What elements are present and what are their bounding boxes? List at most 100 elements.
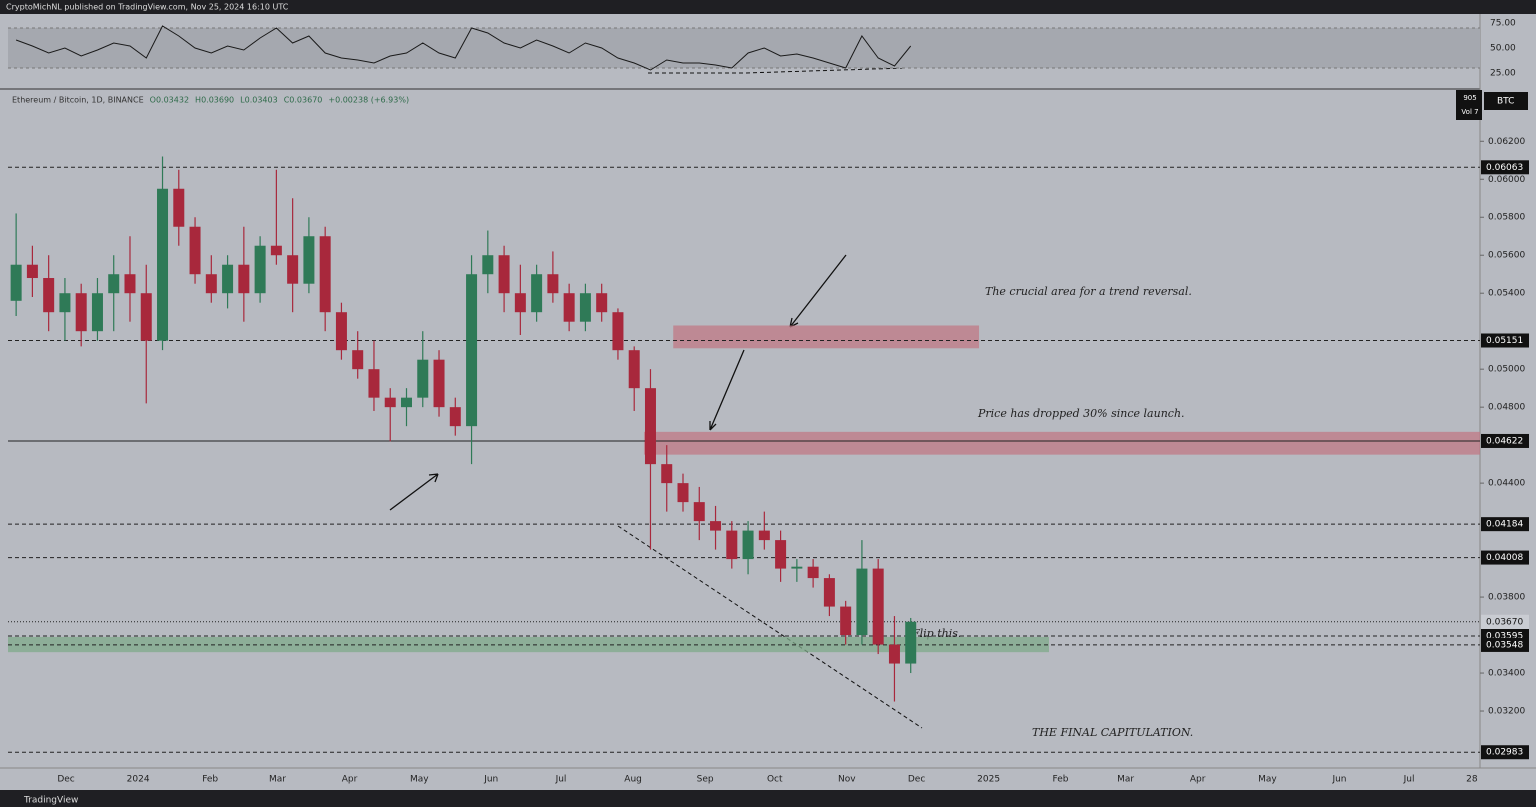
- rsi-divergence: [648, 67, 906, 74]
- candle-body: [91, 293, 103, 332]
- candle-body: [449, 407, 461, 427]
- candle-body: [661, 464, 673, 484]
- x-tick-label: 28: [1466, 775, 1478, 785]
- candle-body: [205, 274, 217, 294]
- legend-item: H0.03690: [195, 96, 234, 105]
- badge-bottom: Vol 7: [1461, 108, 1478, 116]
- level-label: 0.04622: [1486, 436, 1523, 446]
- y-tick-label: 0.05800: [1488, 213, 1525, 223]
- trend-line: [617, 525, 923, 729]
- candle-body: [417, 359, 429, 398]
- x-tick-label: 2024: [127, 775, 150, 785]
- rsi-tick-label: 50.00: [1490, 44, 1516, 54]
- x-tick-label: Jun: [1331, 775, 1346, 785]
- level-label: 0.03670: [1486, 617, 1523, 627]
- candle-body: [677, 483, 689, 503]
- level-box: [1481, 550, 1529, 565]
- top-bar: [0, 0, 1536, 14]
- x-tick-label: Jun: [483, 775, 498, 785]
- legend-item: C0.03670: [284, 96, 323, 105]
- currency-box: [1484, 92, 1528, 110]
- x-tick-label: Dec: [57, 775, 74, 785]
- candle-body: [254, 245, 266, 294]
- x-tick-label: May: [1258, 775, 1277, 785]
- candle-body: [140, 293, 152, 341]
- x-tick-label: Jul: [1403, 775, 1415, 785]
- candle-body: [612, 312, 624, 351]
- x-tick-label: Nov: [838, 775, 856, 785]
- legend-item: O0.03432: [150, 96, 189, 105]
- candle-body: [710, 521, 722, 531]
- zone: [643, 431, 1480, 455]
- candle-body: [75, 293, 87, 332]
- y-tick-label: 0.05600: [1488, 251, 1525, 261]
- y-tick-label: 0.06000: [1488, 175, 1525, 185]
- candle-body: [840, 606, 852, 636]
- currency: BTC: [1497, 97, 1514, 107]
- candle-body: [856, 568, 868, 636]
- legend-item: L0.03403: [240, 96, 278, 105]
- candle-body: [189, 226, 201, 275]
- candle-body: [498, 255, 510, 294]
- level-label: 0.02983: [1486, 748, 1523, 758]
- x-tick-label: Feb: [1053, 775, 1069, 785]
- candle-body: [775, 540, 787, 569]
- y-tick-label: 0.04800: [1488, 403, 1525, 413]
- candle-body: [173, 188, 185, 227]
- y-tick-label: 0.06200: [1488, 137, 1525, 147]
- candle-body: [514, 293, 526, 313]
- y-tick-label: 0.05400: [1488, 289, 1525, 299]
- x-tick-label: 2025: [977, 775, 1000, 785]
- candle-body: [59, 293, 71, 313]
- level-label: 0.06063: [1486, 163, 1523, 173]
- badge-top: 905: [1463, 94, 1476, 102]
- candle-body: [319, 236, 331, 313]
- arrow: [709, 349, 745, 431]
- y-tick-label: 0.04400: [1488, 479, 1525, 489]
- annotation: THE FINAL CAPITULATION.: [1032, 726, 1193, 739]
- x-tick-label: Sep: [697, 775, 714, 785]
- x-tick-label: Feb: [202, 775, 218, 785]
- y-tick-label: 0.03800: [1488, 593, 1525, 603]
- rsi-band: [8, 28, 1480, 68]
- level-box: [1481, 433, 1529, 448]
- candle-body: [726, 530, 738, 560]
- x-tick-label: May: [410, 775, 429, 785]
- level-label: 0.04008: [1486, 553, 1523, 563]
- candle-body: [531, 274, 543, 313]
- brand: TradingView: [23, 796, 78, 806]
- candle-body: [644, 388, 656, 465]
- candle-body: [157, 188, 169, 341]
- candle-body: [905, 621, 917, 664]
- annotation: Flip this.: [911, 627, 961, 640]
- candle-body: [466, 274, 478, 427]
- candle-body: [124, 274, 136, 294]
- level-label: 0.04184: [1486, 520, 1523, 530]
- candle-body: [742, 530, 754, 560]
- level-box: [1481, 637, 1529, 652]
- candle-body: [823, 578, 835, 607]
- rsi-tick-label: 75.00: [1490, 19, 1516, 29]
- candle-body: [547, 274, 559, 294]
- legend-item: Ethereum / Bitcoin, 1D, BINANCE: [12, 96, 144, 105]
- annotation: The crucial area for a trend reversal.: [985, 285, 1192, 298]
- candle-body: [579, 293, 591, 322]
- y-tick-label: 0.03200: [1488, 707, 1525, 717]
- candle-body: [872, 568, 884, 645]
- y-tick-label: 0.03400: [1488, 669, 1525, 679]
- level-label: 0.05151: [1486, 336, 1523, 346]
- x-tick-label: Apr: [342, 775, 358, 785]
- candle-body: [758, 530, 770, 541]
- candle-body: [43, 278, 55, 313]
- legend-item: +0.00238 (+6.93%): [328, 96, 409, 105]
- x-tick-label: Jul: [555, 775, 567, 785]
- arrows: [389, 67, 923, 729]
- level-box: [1481, 745, 1529, 760]
- candle-body: [384, 397, 396, 408]
- level-label: 0.03548: [1486, 640, 1523, 650]
- candle-body: [108, 274, 120, 294]
- x-tick-label: Mar: [269, 775, 286, 785]
- candle-body: [287, 255, 299, 284]
